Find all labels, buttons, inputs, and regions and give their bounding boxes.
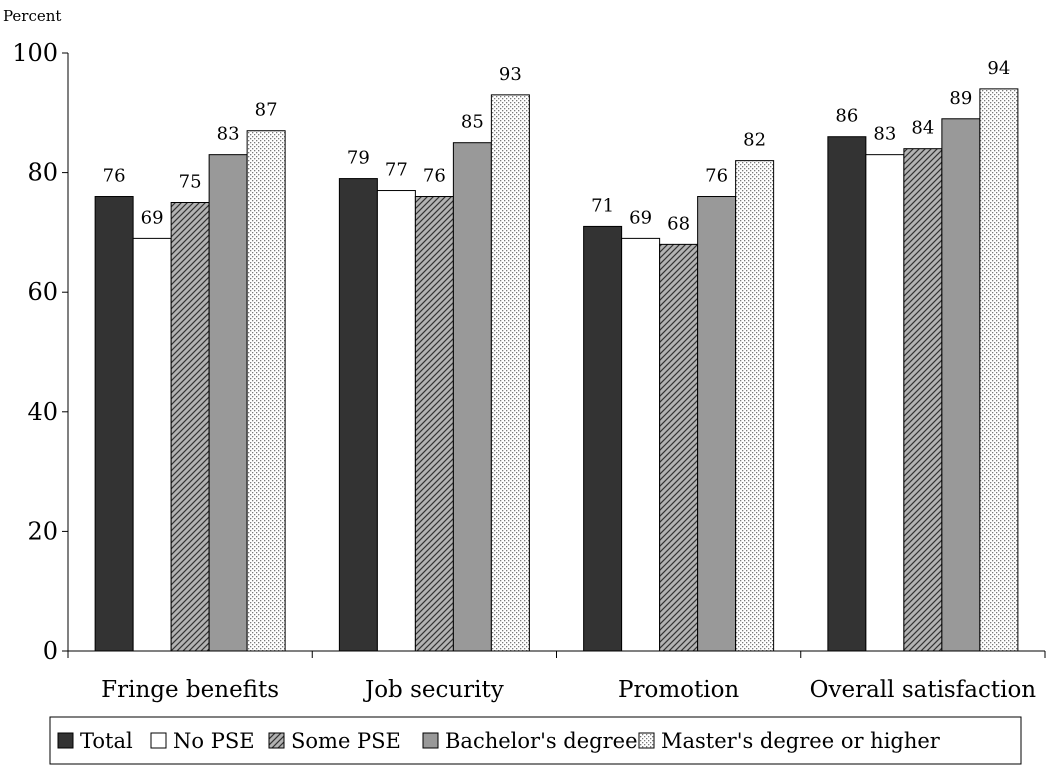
data-label: 89	[949, 88, 972, 109]
bars	[94, 88, 1019, 652]
legend-box	[49, 716, 1022, 765]
bar	[659, 243, 699, 652]
legend-swatch	[150, 732, 167, 749]
bar	[170, 202, 210, 652]
category-label: Overall satisfaction	[810, 677, 1037, 703]
data-label: 83	[217, 124, 240, 145]
bar	[338, 178, 378, 652]
bar	[376, 190, 416, 652]
bar	[979, 88, 1019, 652]
bar	[246, 130, 286, 652]
bar	[208, 154, 248, 652]
bar	[941, 118, 981, 652]
legend: Total No PSE Some PSE Bachelor's degree Mast…	[49, 716, 1022, 765]
data-label: 94	[987, 58, 1010, 79]
data-label: 71	[591, 195, 614, 216]
data-label: 83	[873, 124, 896, 145]
bar	[132, 237, 172, 652]
bar	[903, 148, 943, 652]
category-label: Fringe benefits	[101, 677, 279, 703]
data-label: 76	[103, 166, 126, 187]
y-tick-label: 60	[27, 278, 58, 306]
category-labels: Fringe benefits Job security Promotion Over…	[101, 677, 1036, 703]
data-label: 93	[499, 64, 522, 85]
legend-swatch	[422, 732, 439, 749]
y-tick-label: 40	[27, 398, 58, 426]
y-tick-label: 80	[27, 159, 58, 187]
category-label: Promotion	[618, 677, 739, 703]
data-label: 86	[835, 106, 858, 127]
bar	[735, 160, 775, 652]
bar	[865, 154, 905, 652]
data-label: 69	[141, 207, 164, 228]
legend-label: Total	[80, 729, 133, 753]
legend-label: Master's degree or higher	[661, 729, 941, 753]
data-label: 69	[629, 207, 652, 228]
y-tick-label: 20	[27, 517, 58, 545]
y-axis: 0 20 40 60 80 100	[12, 39, 69, 665]
legend-label: Some PSE	[291, 729, 401, 753]
legend-label: Bachelor's degree	[445, 729, 638, 753]
bar	[697, 196, 737, 652]
data-label: 76	[705, 166, 728, 187]
y-tick-label: 100	[12, 39, 58, 67]
data-label: 87	[255, 100, 278, 121]
y-tick-label: 0	[43, 637, 58, 665]
bar	[94, 196, 134, 652]
data-label: 84	[911, 118, 934, 139]
data-label: 76	[423, 166, 446, 187]
data-label: 75	[179, 172, 202, 193]
legend-swatch	[638, 732, 655, 749]
data-label: 82	[743, 130, 766, 151]
data-label: 77	[385, 160, 408, 181]
category-label: Job security	[363, 677, 504, 703]
data-labels: 76 69 75 83 87 79 77 76 85 93 71 69 68 76 82 86 83 84 89 94	[103, 58, 1011, 234]
legend-label: No PSE	[173, 729, 255, 753]
y-axis-label: Percent	[3, 7, 61, 25]
x-axis	[67, 650, 1046, 658]
data-label: 68	[667, 213, 690, 234]
bar	[452, 142, 492, 652]
data-label: 85	[461, 112, 484, 133]
bar	[827, 136, 867, 652]
legend-swatch	[57, 732, 74, 749]
bar	[583, 225, 623, 652]
bar	[490, 94, 530, 652]
bar	[414, 196, 454, 652]
data-label: 79	[347, 148, 370, 169]
legend-swatch	[268, 732, 285, 749]
bar	[621, 237, 661, 652]
